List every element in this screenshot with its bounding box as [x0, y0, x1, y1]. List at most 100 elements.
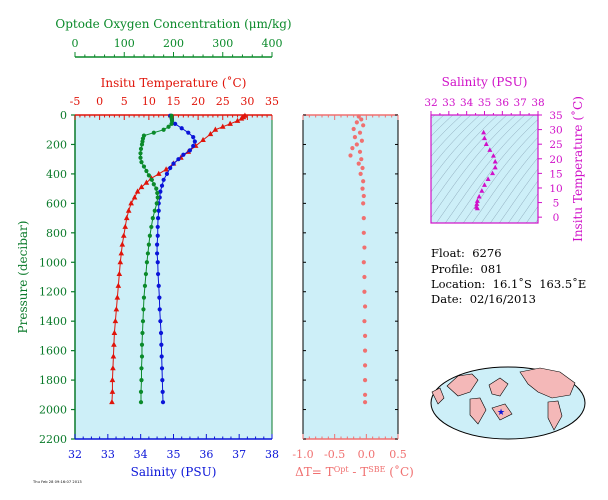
delta-point	[356, 114, 361, 119]
map-landmass	[446, 373, 479, 397]
temperature-point	[112, 317, 119, 324]
salinity-point	[155, 215, 161, 221]
oxygen-point	[161, 127, 166, 132]
delta-point	[359, 138, 364, 143]
delta-point	[357, 130, 363, 135]
salinity-point	[191, 134, 196, 140]
delta-point	[361, 193, 366, 199]
salinity-point	[173, 121, 178, 126]
salinity-point	[192, 139, 197, 144]
salinity-axis-title: Salinity (PSU)	[131, 465, 217, 479]
ts-temperature-tick-label: 25	[549, 139, 562, 151]
ts-point	[474, 201, 480, 206]
temperature-point	[109, 388, 116, 394]
salinity-point	[179, 126, 184, 131]
delta-point	[361, 179, 366, 184]
delta-point	[361, 230, 366, 235]
ts-temperature-tick-label: 0	[553, 212, 560, 224]
delta-point	[360, 165, 365, 171]
delta-point	[361, 260, 366, 265]
delta-point	[354, 142, 359, 147]
density-contour	[444, 115, 535, 223]
pressure-tick-label: 1400	[39, 315, 67, 328]
oxygen-point	[147, 233, 152, 238]
pressure-axis-title: Pressure (decibar)	[16, 221, 30, 334]
salinity-point	[157, 307, 162, 312]
salinity-point	[171, 161, 176, 166]
temperature-point	[212, 126, 219, 132]
oxygen-point	[149, 224, 154, 230]
delta-tick-label: -0.5	[324, 448, 345, 461]
salinity-point	[155, 260, 160, 265]
salinity-tick-label: 32	[68, 448, 82, 461]
temperature-point	[114, 294, 121, 300]
density-contour	[462, 127, 538, 223]
density-contour	[431, 115, 490, 180]
ts-salinity-tick-label: 38	[531, 97, 544, 109]
temperature-tick-label: 20	[191, 95, 205, 108]
salinity-point	[155, 271, 161, 277]
ts-point	[490, 153, 496, 158]
delta-axis-title: ΔT= TOpt - TSBE (˚C)	[295, 464, 414, 479]
oxygen-point	[138, 389, 144, 394]
salinity-point	[168, 165, 173, 171]
pressure-tick-label: 1200	[39, 286, 67, 299]
oxygen-point	[155, 190, 160, 196]
salinity-point	[154, 251, 160, 256]
density-contour	[516, 192, 538, 223]
ts-point	[482, 182, 487, 187]
delta-point	[356, 161, 361, 166]
density-contour	[471, 136, 538, 223]
oxygen-point	[142, 283, 148, 288]
oxygen-point	[143, 271, 149, 277]
temperature-tick-label: 0	[96, 95, 103, 108]
ts-point	[474, 205, 480, 211]
pressure-tick-label: 1600	[39, 345, 67, 358]
oxygen-point	[151, 182, 156, 187]
oxygen-point	[155, 195, 160, 200]
density-contour	[431, 115, 499, 193]
delta-point	[362, 333, 368, 339]
oxygen-point	[139, 354, 145, 359]
salinity-point	[157, 295, 162, 300]
salinity-point	[159, 354, 164, 359]
delta-point	[359, 157, 364, 162]
ts-point	[482, 135, 487, 141]
delta-point	[358, 171, 363, 177]
salinity-point	[181, 152, 186, 157]
temperature-tick-label: 5	[121, 95, 128, 108]
temperature-point	[119, 241, 126, 247]
oxygen-point	[145, 251, 150, 256]
oxygen-point	[139, 160, 144, 165]
temperature-axis-title: Insitu Temperature (˚C)	[101, 75, 247, 90]
pressure-tick-label: 1000	[39, 256, 67, 269]
oxygen-point	[152, 208, 157, 213]
delta-point	[362, 274, 367, 280]
temperature-point	[111, 341, 117, 347]
delta-point	[350, 146, 355, 151]
delta-point	[361, 215, 366, 221]
delta-point	[361, 123, 366, 128]
salinity-point	[158, 189, 163, 194]
temperature-point	[122, 223, 129, 229]
oxygen-point	[154, 186, 159, 191]
oxygen-point	[139, 142, 145, 147]
temperature-point	[238, 115, 245, 121]
delta-point	[362, 289, 367, 294]
temperature-point	[219, 123, 226, 129]
temperature-point	[155, 170, 162, 176]
oxygen-point	[166, 124, 171, 129]
delta-point	[352, 134, 358, 140]
ts-salinity-tick-label: 36	[496, 97, 510, 109]
ts-point	[485, 176, 491, 182]
ts-temperature-tick-label: 35	[549, 110, 562, 122]
temperature-point	[234, 117, 241, 123]
ts-plot-area	[431, 115, 538, 223]
salinity-point	[161, 177, 166, 182]
oxygen-point	[141, 295, 147, 300]
ts-temperature-tick-label: 30	[549, 125, 562, 137]
oxygen-point	[169, 121, 174, 126]
density-contour	[507, 180, 538, 223]
salinity-point	[155, 233, 160, 238]
